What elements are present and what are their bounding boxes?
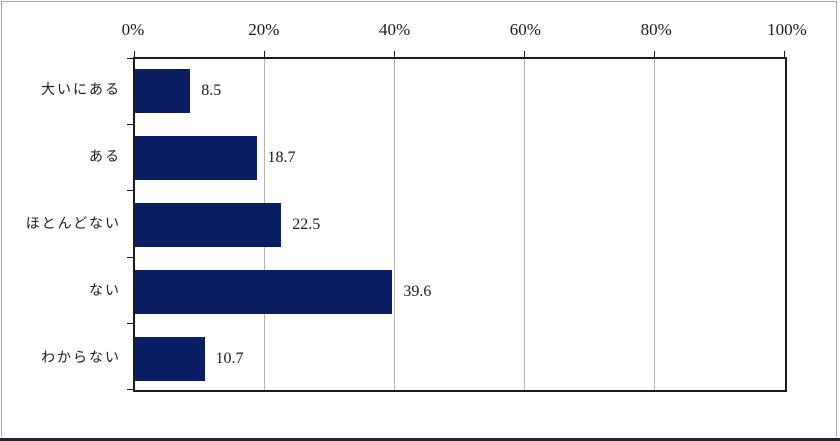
x-tick-label: 0% xyxy=(121,20,145,39)
category-label: ある xyxy=(89,150,121,165)
x-axis-tick-mark xyxy=(524,51,525,57)
category-label: わからない xyxy=(41,351,121,366)
y-axis-tick-mark xyxy=(127,389,133,390)
y-axis-tick-mark xyxy=(127,58,133,59)
gridline xyxy=(654,59,655,390)
bar-value-label: 39.6 xyxy=(403,282,432,300)
x-axis-tick-mark xyxy=(134,51,135,57)
y-axis-tick-mark xyxy=(127,190,133,192)
x-axis-tick-mark xyxy=(654,51,655,57)
y-axis-tick-mark xyxy=(127,256,133,258)
x-tick-label: 40% xyxy=(379,20,411,39)
category-label: ほとんどない xyxy=(25,217,121,232)
y-axis-tick-mark xyxy=(127,124,133,126)
bottom-edge-strip xyxy=(0,438,840,441)
x-tick-label: 20% xyxy=(248,20,280,39)
x-tick-label: 100% xyxy=(767,20,807,39)
gridline xyxy=(524,59,525,390)
category-label: 大いにある xyxy=(41,83,121,98)
bar-わからない xyxy=(135,336,205,381)
bar-value-label: 8.5 xyxy=(201,81,222,99)
x-tick-label: 60% xyxy=(509,20,541,39)
x-axis-tick-mark xyxy=(784,51,785,57)
bar-value-label: 10.7 xyxy=(215,349,244,367)
category-label: ない xyxy=(89,284,121,299)
bar-ほとんどない xyxy=(135,202,282,247)
bar-大いにある xyxy=(135,68,191,113)
plot-area: 8.5 18.7 22.5 39.6 10.7 xyxy=(127,51,787,392)
x-axis-tick-mark xyxy=(264,51,265,57)
bar-ある xyxy=(135,135,257,180)
x-axis-tick-mark xyxy=(394,51,395,57)
y-axis-tick-mark xyxy=(127,322,133,324)
x-tick-label: 80% xyxy=(640,20,672,39)
bar-value-label: 22.5 xyxy=(292,215,321,233)
gridline xyxy=(394,59,395,390)
bar-ない xyxy=(135,269,393,314)
bar-value-label: 18.7 xyxy=(267,148,296,166)
